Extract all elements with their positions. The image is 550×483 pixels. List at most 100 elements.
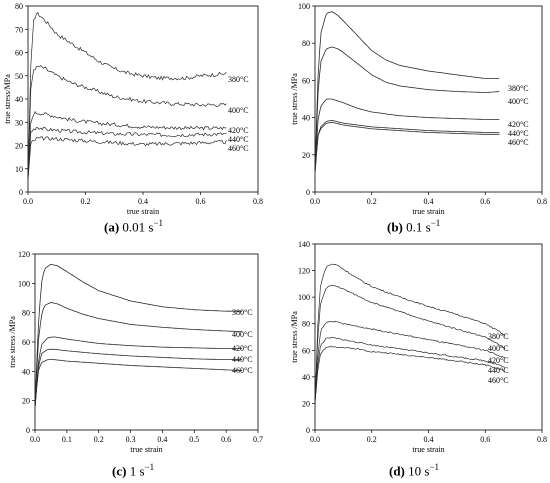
x-axis-label: true strain [130,445,162,454]
x-tick-label: 0.6 [221,435,231,444]
y-tick-label: 20 [15,142,23,151]
caption-a-rate: 0.01 s [122,219,154,235]
y-axis-label: true stress/MPa [3,74,12,124]
series-label: 380°C [228,75,249,84]
plot-frame [34,253,259,431]
caption-b: (b) 0.1 s−1 [387,218,440,235]
x-tick-label: 0.8 [253,197,263,206]
y-tick-label: 100 [298,293,310,302]
x-tick-label: 0.6 [480,435,490,444]
x-tick-label: 0.8 [537,197,547,206]
caption-a-label: (a) [104,219,120,235]
y-tick-label: 100 [298,2,310,11]
series-label: 460°C [488,376,509,385]
y-tick-label: 0 [306,426,310,435]
caption-d-label: (d) [389,463,405,479]
caption-a: (a) 0.01 s−1 [104,218,163,235]
series-line-380c [27,11,227,181]
series-label: 440°C [228,135,249,144]
caption-c-rate: 1 s [129,463,145,479]
caption-b-label: (b) [387,219,403,235]
series-label: 380°C [508,84,529,93]
series-line-400c [27,65,227,181]
x-tick-label: 0.0 [30,435,40,444]
y-tick-label: 60 [302,76,310,85]
series-label: 440°C [488,366,509,375]
caption-c-label: (c) [112,463,127,479]
chart-panel-d: 0.0 0.2 0.4 0.6 0.8 0 20 40 60 80 100 120 140 true st… [290,240,547,454]
x-axis-label: true strain [412,207,444,216]
series-line-440c [34,348,243,409]
y-tick-label: 0 [306,188,310,197]
y-tick-label: 20 [22,397,30,406]
y-axis-label: true stress /MPa [290,73,299,125]
series-line-420c [27,110,227,181]
y-tick-label: 60 [22,338,30,347]
series-label: 400°C [508,97,529,106]
x-tick-label: 0.2 [367,197,377,206]
series-line-400c [314,46,500,174]
x-tick-label: 0.6 [196,197,206,206]
x-tick-label: 0.2 [367,435,377,444]
x-tick-label: 0.2 [94,435,104,444]
x-tick-label: 0.4 [157,435,167,444]
series-label: 400°C [232,330,253,339]
series-label: 400°C [228,106,249,115]
chart-panel-a: 0.0 0.2 0.4 0.6 0.8 0 10 20 30 40 50 60 70 80 true str… [3,2,263,216]
y-tick-label: 80 [22,309,30,318]
x-tick-label: 0.4 [424,435,434,444]
caption-b-exp: −1 [430,218,441,228]
series-line-400c [314,284,506,404]
y-tick-label: 80 [302,39,310,48]
y-tick-label: 80 [15,2,23,11]
y-tick-label: 40 [15,95,23,104]
series-label: 400°C [488,344,509,353]
chart-panel-b: 0.0 0.2 0.4 0.6 0.8 0 20 40 60 80 100 true strain tr… [290,2,547,216]
series-line-380c [314,11,500,174]
series-line-400c [34,302,243,409]
series-line-380c [34,264,243,409]
series-label: 380°C [488,332,509,341]
series-label: 460°C [508,138,529,147]
series-line-440c [27,126,227,181]
series-label: 460°C [232,366,253,375]
x-tick-label: 0.8 [537,435,547,444]
x-tick-label: 0.7 [253,435,263,444]
series-label: 420°C [488,356,509,365]
y-axis-label: true stress /MPa [8,316,17,368]
series-line-420c [34,336,243,409]
series-line-460c [27,136,227,181]
series-label: 440°C [232,355,253,364]
y-tick-label: 40 [22,367,30,376]
caption-d-exp: −1 [429,462,440,472]
y-tick-label: 0 [19,188,23,197]
plot-frame [27,5,259,193]
y-tick-label: 0 [26,426,30,435]
y-tick-label: 100 [18,279,30,288]
series-label: 460°C [228,144,249,153]
y-tick-label: 50 [15,72,23,81]
series-line-380c [314,263,506,404]
caption-c-exp: −1 [144,462,155,472]
chart-panel-c: 0.0 0.1 0.2 0.3 0.4 0.5 0.6 0.7 0 20 40 60 80 100 120 t… [8,250,263,454]
caption-d: (d) 10 s−1 [389,462,439,479]
y-tick-label: 60 [302,346,310,355]
series-line-460c [314,346,506,404]
x-tick-label: 0.6 [480,197,490,206]
x-tick-label: 0.0 [23,197,33,206]
y-tick-label: 40 [302,373,310,382]
series-line-440c [314,119,500,174]
y-tick-label: 10 [15,165,23,174]
x-tick-label: 0.0 [310,197,320,206]
x-tick-label: 0.2 [81,197,91,206]
y-axis-label: true stress /MPa [290,311,299,363]
y-tick-label: 40 [302,114,310,123]
x-axis-label: true strain [412,445,444,454]
series-line-460c [34,359,243,409]
y-tick-label: 120 [18,250,30,259]
y-tick-label: 60 [15,49,23,58]
series-label: 440°C [508,129,529,138]
y-tick-label: 20 [302,399,310,408]
y-tick-label: 20 [302,151,310,160]
